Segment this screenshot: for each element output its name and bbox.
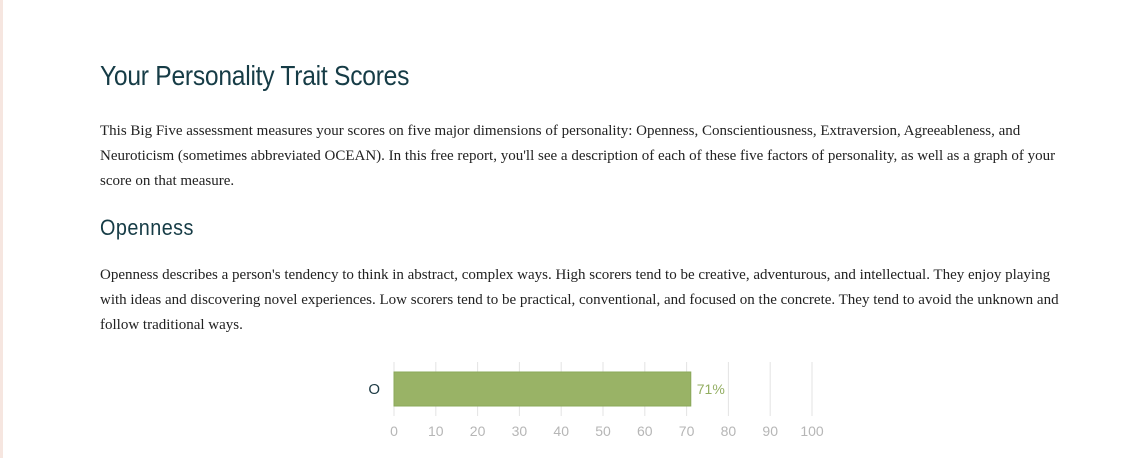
bar-o (393, 371, 692, 407)
x-tick-label-20: 20 (470, 423, 486, 439)
x-tick-label-100: 100 (800, 423, 824, 439)
x-tick-label-80: 80 (721, 423, 737, 439)
chart-x-axis-ticks: 0 10 20 30 40 50 60 70 80 90 100 (390, 423, 824, 439)
x-tick-label-70: 70 (679, 423, 695, 439)
x-tick-label-90: 90 (762, 423, 778, 439)
chart-bars: O 71% (368, 371, 725, 407)
x-tick-label-40: 40 (553, 423, 569, 439)
x-tick-label-30: 30 (512, 423, 528, 439)
x-tick-label-10: 10 (428, 423, 444, 439)
intro-paragraph: This Big Five assessment measures your s… (100, 123, 1056, 189)
section-heading-openness: Openness (100, 215, 194, 240)
x-tick-label-50: 50 (595, 423, 611, 439)
x-tick-label-60: 60 (637, 423, 653, 439)
page-title: Your Personality Trait Scores (100, 60, 410, 91)
page-left-edge (0, 0, 3, 458)
value-label-o: 71% (697, 381, 725, 397)
x-tick-label-0: 0 (390, 423, 398, 439)
openness-description: Openness describes a person's tendency t… (100, 267, 1059, 333)
category-label-o: O (368, 381, 380, 398)
